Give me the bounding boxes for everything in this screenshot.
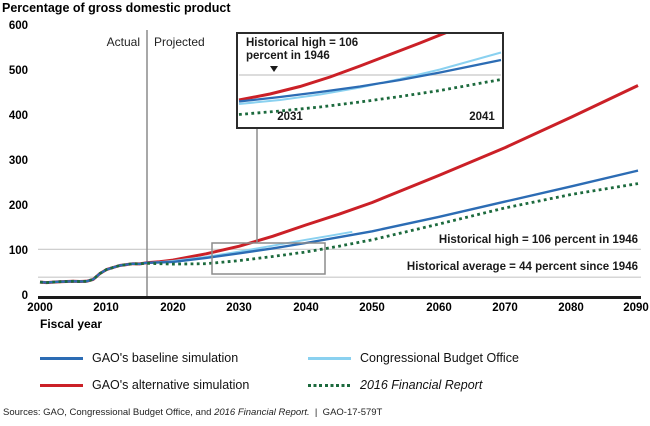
inset-x-tick-2031: 2031	[277, 111, 303, 123]
source-suffix: | GAO-17-579T	[309, 407, 383, 418]
financial-report-swatch-icon	[308, 384, 351, 387]
debt-chart-canvas	[38, 30, 641, 299]
down-triangle-marker-icon	[270, 66, 278, 72]
x-tick-2040: 2040	[293, 302, 319, 314]
y-tick-0: 0	[21, 290, 28, 302]
chart-title: Percentage of gross domestic product	[2, 1, 231, 15]
actual-period-label: Actual	[106, 35, 140, 49]
y-tick-300: 300	[8, 155, 28, 167]
inset-border	[236, 32, 504, 129]
gao-alternative-swatch-icon	[40, 384, 83, 387]
x-tick-2060: 2060	[426, 302, 452, 314]
inset-x-tick-2041: 2041	[469, 111, 495, 123]
source-line: Sources: GAO, Congressional Budget Offic…	[3, 407, 382, 418]
source-prefix: Sources: GAO, Congressional Budget Offic…	[3, 407, 215, 418]
inset-callout-line2: percent in 1946	[246, 50, 330, 62]
inset-zoom-source-rectangle	[211, 242, 326, 275]
x-tick-2080: 2080	[558, 302, 584, 314]
historical-average-annotation: Historical average = 44 percent since 19…	[406, 261, 638, 273]
projected-period-label: Projected	[154, 35, 205, 49]
inset-zoom-panel	[236, 32, 504, 129]
gao-baseline-swatch-icon	[40, 357, 83, 360]
historical-high-annotation: Historical high = 106 percent in 1946	[438, 234, 638, 246]
source-report-title: 2016 Financial Report.	[214, 407, 310, 418]
legend-label: GAO's alternative simulation	[92, 378, 250, 392]
inset-gao-baseline-line	[238, 58, 502, 103]
cbo-swatch-icon	[308, 357, 351, 360]
x-tick-2000: 2000	[27, 302, 53, 314]
legend-label: Congressional Budget Office	[360, 351, 519, 365]
legend-label: GAO's baseline simulation	[92, 351, 239, 365]
y-tick-400: 400	[8, 110, 28, 122]
reference-gridlines	[38, 248, 641, 278]
x-tick-2020: 2020	[160, 302, 186, 314]
x-tick-2070: 2070	[492, 302, 518, 314]
y-tick-200: 200	[8, 200, 28, 212]
y-tick-100: 100	[8, 245, 28, 257]
data-series-lines	[39, 84, 639, 285]
x-axis-title: Fiscal year	[40, 317, 103, 331]
x-tick-2090: 2090	[623, 302, 649, 314]
inset-callout-line1: Historical high = 106	[246, 37, 359, 49]
financial-report-2016-line	[39, 182, 639, 284]
legend-label: 2016 Financial Report	[360, 378, 483, 392]
y-tick-600: 600	[8, 20, 28, 32]
inset-gao-alternative-line	[238, 34, 447, 102]
x-tick-2010: 2010	[93, 302, 119, 314]
x-tick-2050: 2050	[359, 302, 385, 314]
y-tick-500: 500	[8, 65, 28, 77]
x-tick-2030: 2030	[226, 302, 252, 314]
